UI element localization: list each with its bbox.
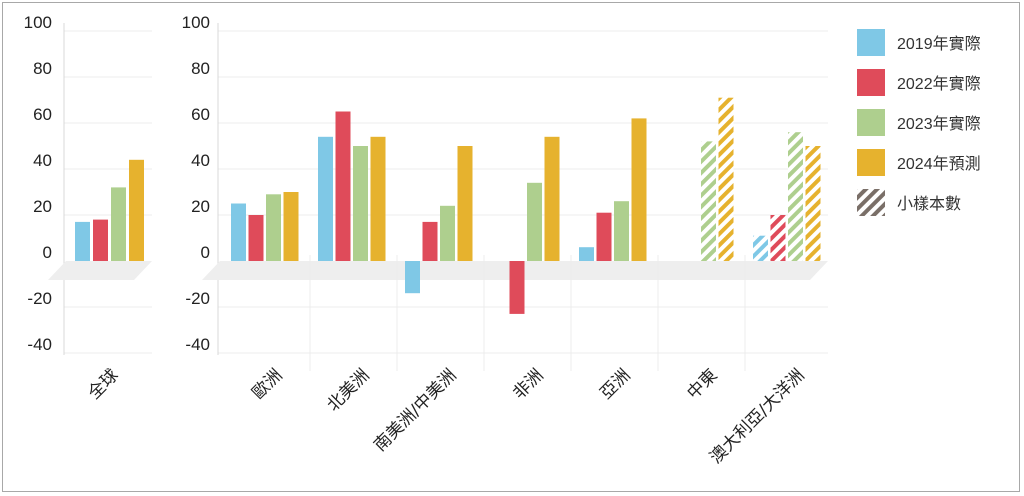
- bar-2024年預測-南美洲/中美洲: [457, 146, 473, 261]
- bar-2023年實際-中東: [701, 141, 716, 261]
- y-tick-label: -40: [27, 335, 52, 354]
- y-tick-label: 80: [191, 59, 210, 78]
- bar-2019年實際-歐洲: [231, 203, 246, 261]
- legend-label: 2024年預測: [897, 155, 981, 173]
- bar-2022年實際-全球: [93, 219, 108, 261]
- y-tick-label: 20: [191, 197, 210, 216]
- y-tick-label: 60: [191, 105, 210, 124]
- legend-label: 小樣本數: [897, 195, 961, 213]
- bar-2019年實際-亞洲: [579, 247, 594, 261]
- bar-2024年預測-北美洲: [370, 136, 386, 261]
- bar-2024年預測-非洲: [544, 136, 560, 261]
- bar-2019年實際-南美洲/中美洲: [405, 261, 420, 294]
- bar-2022年實際-北美洲: [335, 111, 351, 261]
- category-label: 南美洲/中美洲: [370, 365, 460, 455]
- bar-2023年實際-非洲: [527, 182, 542, 261]
- y-tick-label: 40: [191, 151, 210, 170]
- legend-swatch: [857, 69, 885, 96]
- bar-2023年實際-北美洲: [353, 146, 368, 261]
- bar-2023年實際-南美洲/中美洲: [440, 205, 455, 261]
- bar-2024年預測-歐洲: [283, 192, 299, 261]
- bar-2022年實際-非洲: [509, 261, 525, 314]
- legend-swatch: [857, 29, 885, 56]
- bar-2024年預測-澳大利亞/大洋洲: [805, 146, 821, 261]
- bar-2019年實際-北美洲: [318, 136, 333, 261]
- y-tick-label: 60: [33, 105, 52, 124]
- y-tick-label: -20: [185, 289, 210, 308]
- bar-2024年預測-全球: [129, 159, 144, 261]
- bar-2023年實際-歐洲: [266, 194, 281, 261]
- category-label: 全球: [84, 365, 122, 403]
- bar-2023年實際-全球: [111, 187, 126, 261]
- zero-baseline-band: [48, 261, 152, 280]
- category-label: 歐洲: [248, 365, 286, 403]
- y-tick-label: 0: [43, 243, 52, 262]
- bar-2024年預測-亞洲: [631, 118, 647, 262]
- legend-label: 2022年實際: [897, 74, 981, 93]
- bar-2024年預測-中東: [718, 97, 734, 261]
- y-tick-label: -40: [185, 335, 210, 354]
- y-tick-label: -20: [27, 289, 52, 308]
- y-tick-label: 20: [33, 197, 52, 216]
- y-tick-label: 40: [33, 151, 52, 170]
- legend-label: 2019年實際: [897, 34, 981, 53]
- category-label: 非洲: [509, 365, 547, 403]
- legend-swatch: [857, 109, 885, 136]
- y-tick-label: 0: [201, 243, 210, 262]
- bar-2023年實際-澳大利亞/大洋洲: [788, 132, 803, 261]
- legend-swatch: [857, 149, 885, 176]
- bar-2022年實際-南美洲/中美洲: [422, 221, 438, 261]
- legend-swatch: [857, 189, 885, 216]
- bar-2022年實際-澳大利亞/大洋洲: [770, 215, 786, 261]
- bar-2019年實際-澳大利亞/大洋洲: [753, 235, 768, 261]
- legend-label: 2023年實際: [897, 114, 981, 133]
- category-label: 北美洲: [323, 365, 373, 415]
- bar-2022年實際-歐洲: [248, 215, 264, 261]
- bar-2023年實際-亞洲: [614, 201, 629, 261]
- bar-2019年實際-全球: [75, 221, 90, 261]
- category-label: 澳大利亞/大洋洲: [706, 365, 808, 467]
- y-tick-label: 100: [24, 13, 52, 32]
- category-label: 亞洲: [596, 365, 634, 403]
- y-tick-label: 80: [33, 59, 52, 78]
- bar-2022年實際-亞洲: [596, 212, 612, 261]
- category-label: 中東: [683, 365, 721, 403]
- y-tick-label: 100: [182, 13, 210, 32]
